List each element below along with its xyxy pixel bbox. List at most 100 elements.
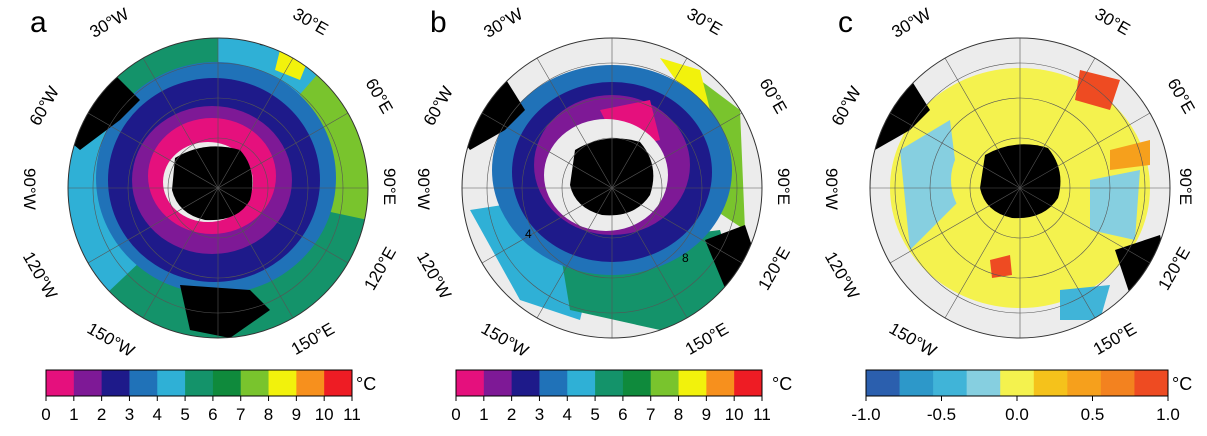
colorbar-swatches bbox=[456, 370, 763, 396]
lon-label: 90°W bbox=[20, 168, 39, 210]
lon-label: 90°E bbox=[1176, 168, 1195, 205]
colorbar-swatch bbox=[296, 370, 325, 396]
colorbar-frame bbox=[455, 369, 763, 397]
colorbar-tick-label: 11 bbox=[753, 405, 771, 424]
colorbar-swatch bbox=[1000, 370, 1035, 396]
lon-label: 120°E bbox=[360, 244, 400, 294]
colorbar-tick-label: 2 bbox=[507, 405, 516, 424]
lon-label: 60°E bbox=[1164, 75, 1199, 117]
colorbar-tick-label: 9 bbox=[702, 405, 711, 424]
colorbar-swatch bbox=[650, 370, 680, 396]
lon-label: 120°E bbox=[1154, 244, 1194, 294]
panel-letter: b bbox=[430, 6, 447, 39]
colorbar-tick-label: 5 bbox=[180, 405, 189, 424]
lon-label: 30°E bbox=[684, 4, 726, 39]
lon-label: 120°W bbox=[821, 248, 863, 302]
colorbar-swatch bbox=[1067, 370, 1102, 396]
lon-label: 90°W bbox=[414, 168, 433, 210]
colorbar-swatch bbox=[866, 370, 901, 396]
contour-label: 4 bbox=[525, 227, 532, 241]
colorbar-swatches bbox=[866, 370, 1169, 396]
lon-label: 30°W bbox=[86, 4, 132, 41]
panel-letter: c bbox=[838, 6, 853, 39]
polar-map bbox=[870, 38, 1170, 338]
lon-label: 90°E bbox=[380, 168, 399, 205]
colorbar-tick-label: 2 bbox=[97, 405, 106, 424]
map-boundary bbox=[67, 37, 369, 339]
colorbar-swatches bbox=[46, 370, 353, 396]
lon-label: 60°W bbox=[26, 83, 63, 129]
lon-label: 120°W bbox=[19, 248, 61, 302]
colorbar-ticks: -1.0 -0.5 0.0 0.5 1.0 bbox=[851, 396, 1180, 424]
colorbar-swatch bbox=[734, 370, 763, 396]
antarctica bbox=[570, 138, 654, 216]
colorbar: °C 0 1 2 3 4 5 6 7 8 9 10 11 bbox=[451, 369, 792, 424]
colorbar-ticks: 0 1 2 3 4 5 6 7 8 9 10 11 bbox=[41, 396, 361, 424]
lon-label: 150°E bbox=[682, 319, 732, 359]
antarctica bbox=[172, 146, 253, 221]
graticule bbox=[462, 38, 762, 338]
colorbar-swatch bbox=[511, 370, 540, 396]
colorbar-tick-label: 7 bbox=[236, 405, 245, 424]
colorbar-swatch bbox=[240, 370, 270, 396]
colorbar-tick-label: -1.0 bbox=[851, 405, 880, 424]
colorbar-tick-label: 9 bbox=[292, 405, 301, 424]
australia bbox=[180, 285, 270, 338]
colorbar-frame bbox=[45, 369, 353, 397]
panel-c: c 30°W 30°E 60°W bbox=[821, 4, 1199, 424]
lon-label: 30°W bbox=[480, 4, 526, 41]
colorbar-swatch bbox=[73, 370, 103, 396]
lon-label: 90°E bbox=[774, 168, 793, 205]
colorbar-tick-label: 0 bbox=[41, 405, 50, 424]
map-boundary bbox=[461, 37, 763, 339]
panel-a: a 30°W 30°E 6 0 bbox=[19, 4, 400, 424]
colorbar-swatch bbox=[157, 370, 186, 396]
colorbar-tick-label: 10 bbox=[315, 405, 334, 424]
colorbar-tick-label: 0 bbox=[451, 405, 460, 424]
colorbar-tick-label: 5 bbox=[590, 405, 599, 424]
colorbar-tick-label: 6 bbox=[208, 405, 217, 424]
colorbar-swatch bbox=[185, 370, 214, 396]
colorbar-tick-label: 0.5 bbox=[1081, 405, 1105, 424]
colorbar-unit: °C bbox=[1172, 374, 1192, 394]
colorbar-swatch bbox=[1033, 370, 1068, 396]
colorbar-tick-label: 4 bbox=[563, 405, 572, 424]
anomaly-band-pos bbox=[990, 255, 1012, 278]
panel-b: b 4 8 30°W bbox=[413, 4, 794, 424]
colorbar-tick-label: 1 bbox=[69, 405, 78, 424]
graticule bbox=[870, 38, 1170, 338]
lon-label: 150°E bbox=[1090, 319, 1140, 359]
lon-label: 150°W bbox=[886, 319, 940, 361]
colorbar-swatch bbox=[483, 370, 513, 396]
anomaly-band-pos bbox=[1110, 140, 1150, 170]
colorbar-unit: °C bbox=[772, 374, 792, 394]
colorbar-swatch bbox=[567, 370, 596, 396]
colorbar-tick-label: 10 bbox=[725, 405, 744, 424]
colorbar-tick-label: 7 bbox=[646, 405, 655, 424]
colorbar-swatch bbox=[595, 370, 624, 396]
lon-label: 60°W bbox=[828, 83, 865, 129]
colorbar-tick-label: 3 bbox=[535, 405, 544, 424]
lon-label: 60°E bbox=[756, 75, 791, 117]
colorbar-tick-label: -0.5 bbox=[927, 405, 956, 424]
anomaly-band-neg bbox=[1060, 285, 1110, 320]
colorbar-swatch bbox=[899, 370, 934, 396]
colorbar-tick-label: 8 bbox=[674, 405, 683, 424]
colorbar-swatch bbox=[706, 370, 735, 396]
colorbar-tick-label: 1 bbox=[479, 405, 488, 424]
colorbar-swatch bbox=[966, 370, 1001, 396]
colorbar: °C -1.0 -0.5 0.0 0.5 1.0 bbox=[851, 369, 1192, 424]
colorbar-swatch bbox=[1100, 370, 1135, 396]
colorbar-swatch bbox=[678, 370, 707, 396]
colorbar-swatch bbox=[268, 370, 297, 396]
colorbar-tick-label: 6 bbox=[618, 405, 627, 424]
colorbar-swatch bbox=[324, 370, 353, 396]
lon-label: 60°E bbox=[362, 75, 397, 117]
colorbar-tick-label: 3 bbox=[125, 405, 134, 424]
graticule bbox=[68, 38, 368, 338]
lon-label: 150°W bbox=[478, 319, 532, 361]
colorbar-swatch bbox=[456, 370, 485, 396]
colorbar-tick-label: 4 bbox=[153, 405, 162, 424]
colorbar-swatch bbox=[622, 370, 652, 396]
